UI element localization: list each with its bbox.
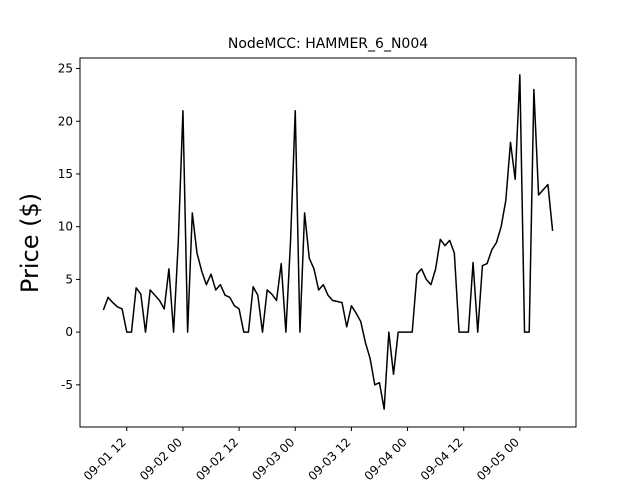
y-tick-label: -5 (61, 378, 73, 392)
y-tick-label: 15 (58, 167, 73, 181)
x-tick-label: 09-04 00 (362, 435, 410, 480)
y-tick-label: 5 (65, 272, 73, 286)
x-tick-label: 09-03 00 (249, 435, 297, 480)
x-tick-label: 09-05 00 (474, 435, 522, 480)
chart-title: NodeMCC: HAMMER_6_N004 (228, 36, 428, 52)
y-tick-label: 0 (65, 325, 73, 339)
y-tick-label: 10 (58, 220, 73, 234)
x-tick-label: 09-02 00 (137, 435, 185, 480)
x-tick-label: 09-04 12 (418, 435, 466, 480)
plot-area (79, 57, 577, 428)
y-tick-label: 25 (58, 62, 73, 76)
x-tick-label: 09-02 12 (193, 435, 241, 480)
y-tick-label: 20 (58, 114, 73, 128)
x-tick-label: 09-03 12 (305, 435, 353, 480)
y-axis-label: Price ($) (16, 193, 44, 293)
price-line (102, 74, 554, 410)
x-tick-label: 09-01 12 (81, 435, 129, 480)
